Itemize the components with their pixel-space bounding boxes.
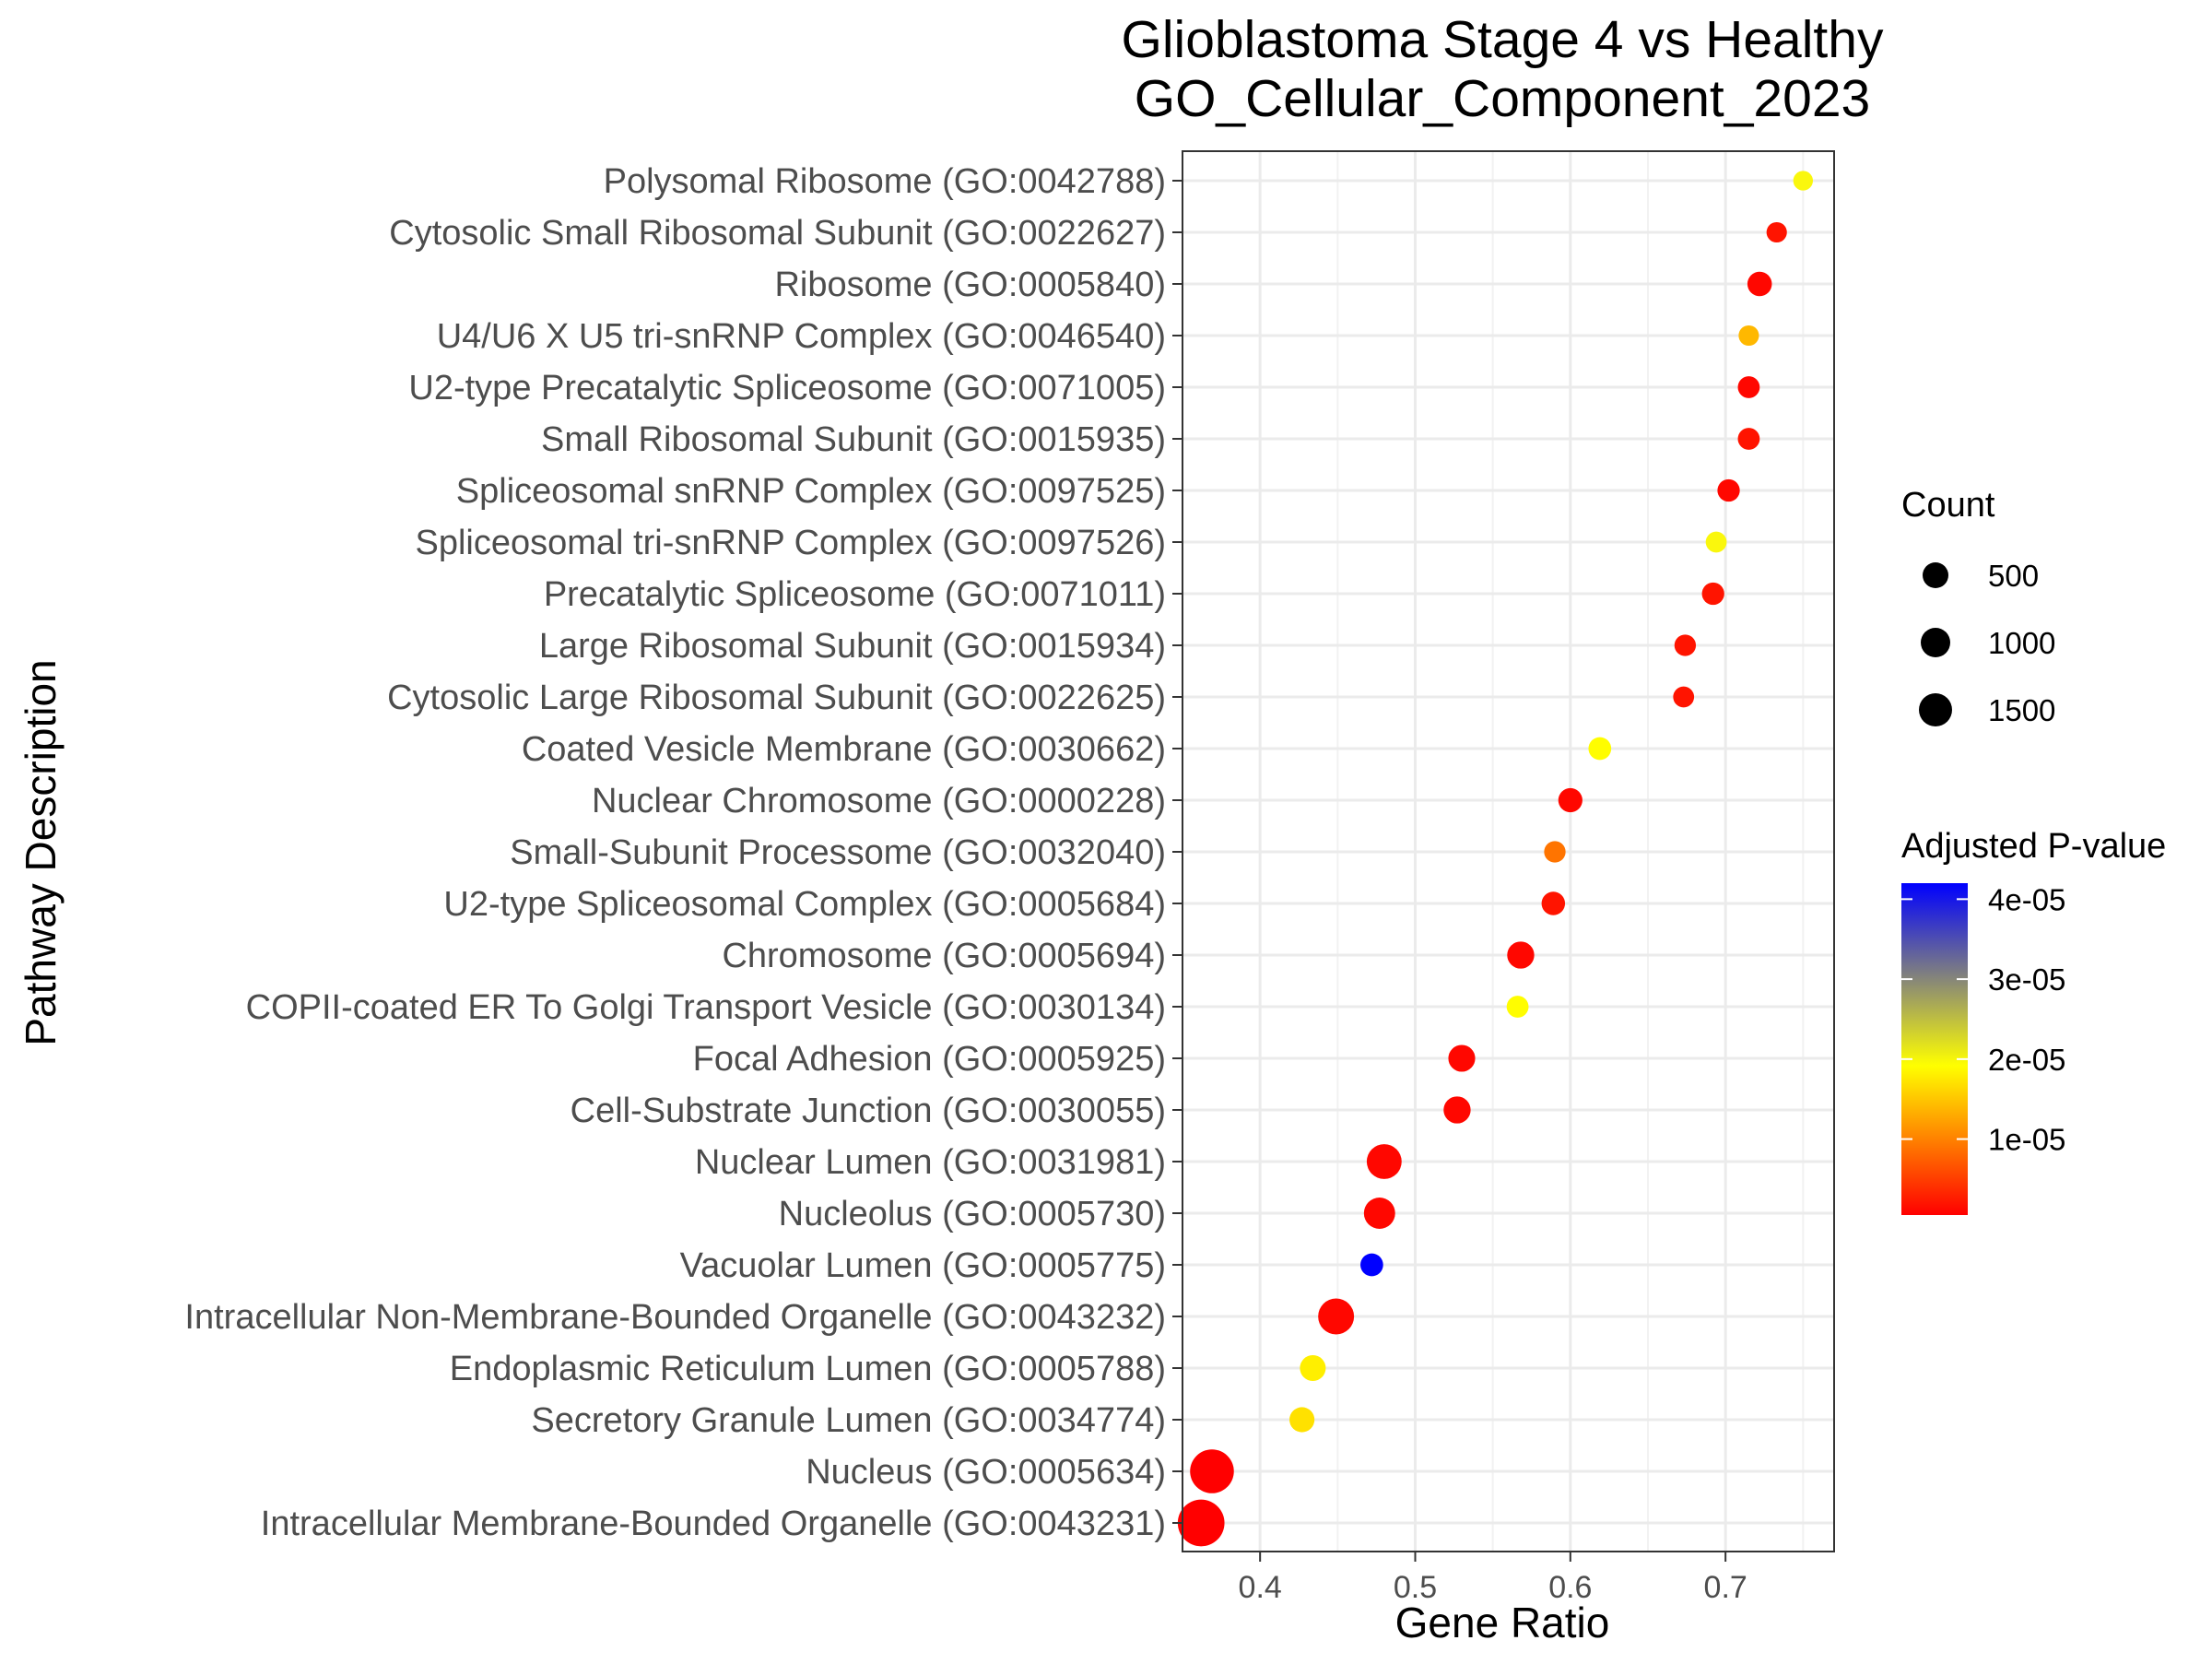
size-legend: Count 500 1000 1500	[1901, 486, 2055, 727]
color-legend-label: 2e-05	[1988, 1043, 2065, 1077]
data-point	[1673, 686, 1695, 708]
data-point	[1300, 1354, 1326, 1382]
x-axis: 0.4 0.5 0.6 0.7	[1239, 1552, 1747, 1605]
color-legend-title: Adjusted P-value	[1901, 827, 2166, 866]
x-axis-title: Gene Ratio	[1395, 1599, 1610, 1646]
y-tick-label: Large Ribosomal Subunit (GO:0015934)	[539, 627, 1166, 666]
x-tick-label: 0.5	[1394, 1570, 1437, 1605]
data-point	[1289, 1407, 1315, 1433]
y-axis-title: Pathway Description	[17, 659, 65, 1045]
data-point	[1363, 1198, 1395, 1229]
y-tick-label: Small-Subunit Processome (GO:0032040)	[510, 833, 1166, 872]
data-point	[1737, 428, 1760, 450]
data-point	[1674, 634, 1697, 656]
data-point	[1177, 1499, 1225, 1547]
data-point	[1541, 891, 1566, 915]
size-legend-key	[1919, 693, 1952, 726]
data-point	[1507, 941, 1535, 969]
y-tick-label: Polysomal Ribosome (GO:0042788)	[604, 162, 1166, 201]
size-legend-title: Count	[1901, 486, 1995, 525]
y-tick-label: U4/U6 X U5 tri-snRNP Complex (GO:0046540…	[437, 317, 1166, 356]
y-tick-label: Small Ribosomal Subunit (GO:0015935)	[541, 420, 1166, 459]
y-tick-label: COPII-coated ER To Golgi Transport Vesic…	[246, 988, 1166, 1027]
y-tick-label: Vacuolar Lumen (GO:0005775)	[680, 1246, 1166, 1285]
data-point	[1747, 271, 1772, 297]
y-tick-label: Precatalytic Spliceosome (GO:0071011)	[544, 575, 1166, 614]
y-tick-label: Spliceosomal snRNP Complex (GO:0097525)	[456, 472, 1166, 511]
chart-title-line-2: GO_Cellular_Component_2023	[1135, 69, 1871, 128]
y-tick-label: U2-type Precatalytic Spliceosome (GO:007…	[408, 369, 1166, 407]
data-point	[1360, 1253, 1383, 1277]
y-tick-label: Nucleus (GO:0005634)	[806, 1453, 1166, 1492]
size-legend-label: 500	[1988, 559, 2039, 593]
data-point	[1766, 221, 1787, 243]
y-tick-label: Intracellular Non-Membrane-Bounded Organ…	[184, 1298, 1166, 1337]
y-tick-label: Cytosolic Small Ribosomal Subunit (GO:00…	[389, 214, 1166, 253]
color-legend-label: 3e-05	[1988, 962, 2065, 997]
y-axis: Intracellular Membrane-Bounded Organelle…	[184, 162, 1182, 1543]
y-tick-label: Intracellular Membrane-Bounded Organelle…	[261, 1505, 1166, 1543]
y-tick-label: Endoplasmic Reticulum Lumen (GO:0005788)	[450, 1350, 1166, 1388]
data-point	[1190, 1449, 1234, 1493]
y-tick-label: Coated Vesicle Membrane (GO:0030662)	[522, 730, 1166, 769]
size-legend-label: 1500	[1988, 693, 2055, 727]
y-tick-label: Nuclear Chromosome (GO:0000228)	[592, 782, 1166, 820]
color-legend: Adjusted P-value 4e-05 3e-05 2e-05 1e-05	[1901, 827, 2166, 1215]
data-point	[1448, 1044, 1476, 1072]
size-legend-key	[1923, 562, 1948, 588]
color-legend-label: 1e-05	[1988, 1123, 2065, 1157]
data-point	[1443, 1096, 1471, 1124]
data-point	[1738, 325, 1759, 347]
x-tick-label: 0.6	[1548, 1570, 1592, 1605]
data-point	[1544, 841, 1566, 863]
data-point	[1717, 478, 1740, 502]
y-tick-label: Secretory Granule Lumen (GO:0034774)	[531, 1401, 1166, 1440]
data-point	[1588, 737, 1612, 761]
color-legend-bar	[1901, 883, 1968, 1215]
size-legend-key	[1921, 628, 1950, 657]
data-point	[1366, 1144, 1402, 1179]
y-tick-label: Nuclear Lumen (GO:0031981)	[695, 1143, 1166, 1182]
y-tick-label: U2-type Spliceosomal Complex (GO:0005684…	[443, 885, 1166, 924]
y-tick-label: Ribosome (GO:0005840)	[774, 266, 1166, 304]
y-tick-label: Spliceosomal tri-snRNP Complex (GO:00975…	[415, 524, 1166, 562]
size-legend-label: 1000	[1988, 626, 2055, 660]
y-tick-label: Cell-Substrate Junction (GO:0030055)	[571, 1092, 1166, 1130]
color-legend-label: 4e-05	[1988, 882, 2065, 916]
data-point	[1318, 1298, 1355, 1335]
x-tick-label: 0.4	[1239, 1570, 1282, 1605]
y-tick-label: Nucleolus (GO:0005730)	[779, 1195, 1166, 1233]
major-gridlines	[1182, 151, 1834, 1552]
chart-title-line-1: Glioblastoma Stage 4 vs Healthy	[1122, 10, 1884, 69]
y-tick-label: Cytosolic Large Ribosomal Subunit (GO:00…	[387, 679, 1166, 717]
data-point	[1558, 787, 1583, 813]
data-point	[1705, 531, 1727, 553]
data-point	[1793, 171, 1814, 191]
data-points	[1177, 171, 1814, 1547]
x-tick-label: 0.7	[1704, 1570, 1747, 1605]
data-point	[1737, 376, 1760, 398]
y-tick-label: Focal Adhesion (GO:0005925)	[693, 1040, 1166, 1079]
data-point	[1506, 996, 1529, 1018]
y-tick-label: Chromosome (GO:0005694)	[722, 937, 1166, 975]
data-point	[1701, 582, 1724, 606]
